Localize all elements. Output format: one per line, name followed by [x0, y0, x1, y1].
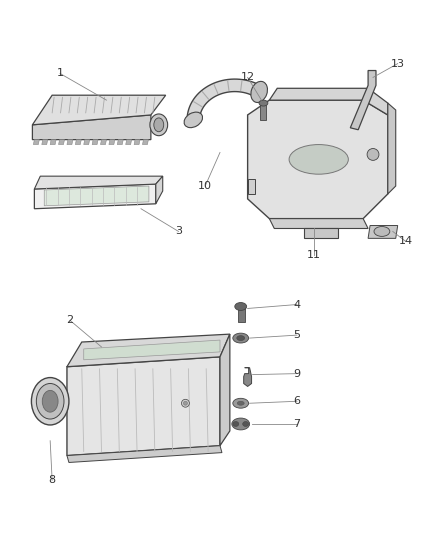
Ellipse shape [374, 227, 390, 237]
Ellipse shape [233, 333, 249, 343]
Text: 14: 14 [399, 236, 413, 246]
Polygon shape [269, 219, 368, 229]
Ellipse shape [184, 112, 202, 127]
Text: 1: 1 [57, 68, 64, 78]
Polygon shape [244, 368, 251, 386]
Polygon shape [156, 176, 163, 204]
Polygon shape [75, 140, 81, 144]
Text: 3: 3 [175, 227, 182, 237]
Text: 11: 11 [307, 250, 321, 260]
Polygon shape [34, 176, 163, 189]
Polygon shape [247, 179, 254, 194]
Ellipse shape [289, 144, 348, 174]
Ellipse shape [150, 114, 168, 136]
Polygon shape [50, 140, 56, 144]
Ellipse shape [42, 390, 58, 412]
Text: 4: 4 [293, 300, 300, 310]
Ellipse shape [184, 401, 187, 405]
Polygon shape [101, 140, 106, 144]
Ellipse shape [237, 401, 244, 405]
Ellipse shape [233, 398, 249, 408]
Text: 6: 6 [293, 396, 300, 406]
Polygon shape [92, 140, 98, 144]
Polygon shape [59, 140, 64, 144]
Polygon shape [304, 229, 339, 238]
Text: 7: 7 [293, 419, 300, 429]
Polygon shape [269, 88, 388, 115]
Polygon shape [247, 100, 388, 219]
Text: 12: 12 [240, 72, 254, 83]
Polygon shape [368, 225, 398, 238]
Ellipse shape [243, 422, 249, 426]
Text: 8: 8 [49, 475, 56, 485]
Polygon shape [84, 140, 90, 144]
Ellipse shape [36, 384, 64, 419]
Polygon shape [126, 140, 132, 144]
Text: 5: 5 [293, 330, 300, 340]
Ellipse shape [181, 399, 189, 407]
Text: 2: 2 [66, 316, 74, 325]
Polygon shape [388, 103, 396, 194]
Polygon shape [109, 140, 115, 144]
Ellipse shape [235, 303, 247, 310]
Ellipse shape [32, 377, 69, 425]
Polygon shape [261, 105, 266, 120]
Polygon shape [44, 186, 149, 206]
Polygon shape [32, 115, 151, 140]
Ellipse shape [259, 100, 268, 106]
Text: 9: 9 [293, 369, 300, 378]
Ellipse shape [237, 336, 245, 341]
Ellipse shape [251, 82, 268, 102]
Polygon shape [67, 334, 230, 367]
Text: 10: 10 [198, 181, 212, 191]
Ellipse shape [232, 418, 250, 430]
Polygon shape [117, 140, 123, 144]
Ellipse shape [233, 422, 239, 426]
Ellipse shape [154, 118, 164, 132]
Polygon shape [33, 140, 39, 144]
Polygon shape [238, 309, 245, 322]
Polygon shape [84, 340, 220, 360]
Polygon shape [67, 140, 73, 144]
Polygon shape [32, 95, 166, 125]
Polygon shape [134, 140, 140, 144]
Ellipse shape [367, 149, 379, 160]
Polygon shape [34, 184, 156, 209]
Polygon shape [67, 446, 222, 463]
Polygon shape [42, 140, 48, 144]
Text: 13: 13 [391, 59, 405, 69]
Polygon shape [220, 334, 230, 446]
Polygon shape [67, 357, 220, 456]
Polygon shape [350, 70, 376, 130]
Polygon shape [142, 140, 148, 144]
